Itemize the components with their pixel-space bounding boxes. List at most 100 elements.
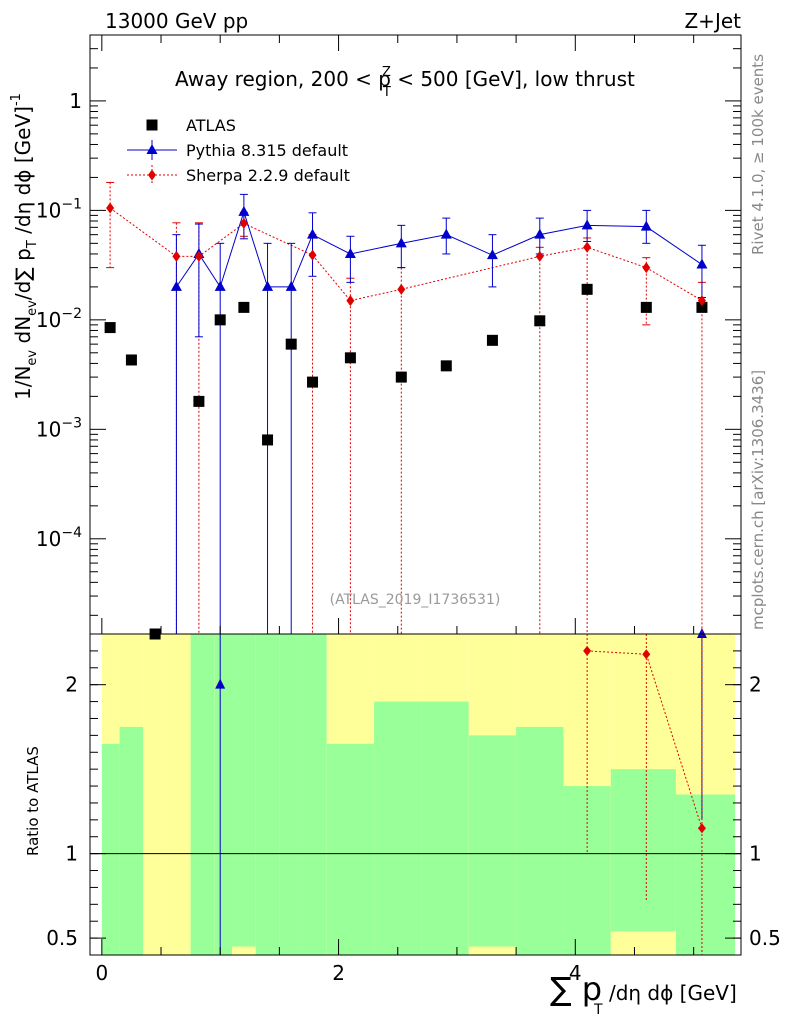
ratio-band-green [374, 701, 422, 955]
x-tick-label: 4 [569, 961, 582, 985]
legend-marker-atlas [146, 119, 158, 131]
atlas-point [534, 315, 546, 327]
ratio-sherpa-point [642, 649, 651, 660]
ratio-band-green [303, 634, 327, 955]
sherpa-point [308, 249, 317, 261]
ratio-band-yellow [119, 634, 144, 753]
ratio-sherpa-line [587, 650, 703, 829]
atlas-point [285, 338, 297, 350]
ratio-frame [89, 633, 742, 956]
ratio-band-green [255, 634, 280, 955]
sherpa-point [642, 262, 651, 274]
ratio-pythia-point [215, 678, 226, 689]
pythia-point [214, 280, 226, 291]
main-y-tick-label: 10−3 [36, 415, 82, 441]
header-left: 13000 GeV pp [105, 9, 248, 33]
ratio-band-green [190, 634, 215, 955]
atlas-point [214, 314, 226, 326]
pythia-point [395, 237, 407, 248]
pythia-point [307, 228, 319, 239]
main-y-tick-label: 10−4 [36, 525, 82, 551]
ratio-y-tick-label: 1 [65, 842, 78, 866]
sherpa-point [106, 202, 115, 214]
ratio-band-green [516, 726, 564, 955]
ratio-band-yellow [143, 634, 167, 955]
pythia-point [170, 280, 182, 291]
pythia-point [640, 220, 652, 231]
ratio-band-green [421, 701, 469, 955]
main-y-tick-label: 10−2 [36, 306, 82, 332]
sherpa-point [583, 241, 592, 253]
ratio-band-green [326, 743, 375, 955]
ratio-sherpa-point [697, 823, 706, 834]
pythia-point [440, 228, 452, 239]
mcplots-label: mcplots.cern.ch [arXiv:1306.3436] [749, 370, 767, 630]
sherpa-point [397, 283, 406, 295]
legend-marker-pythia [146, 144, 158, 154]
sherpa-point [172, 250, 181, 262]
sherpa-point [346, 295, 355, 307]
ratio-pythia-point [696, 628, 707, 638]
ratio-band-green [101, 743, 120, 955]
ratio-y-tick-label-right: 2 [749, 673, 762, 697]
x-tick-label: 2 [332, 961, 345, 985]
legend-label: ATLAS [186, 116, 236, 135]
sherpa-point [194, 250, 203, 262]
x-tick-label: 0 [95, 961, 108, 985]
atlas-point [581, 283, 593, 295]
ratio-band-green [610, 769, 676, 932]
pythia-point [238, 205, 250, 216]
atlas-point [344, 352, 356, 364]
sherpa-point [697, 295, 706, 307]
y-axis-label: 1/Nev dNev/d∑ pT /dη dϕ [GeV]-1 [9, 93, 40, 400]
ratio-band-green [232, 634, 256, 947]
atlas-point [238, 301, 250, 313]
pythia-point [581, 219, 593, 230]
pythia-line [175, 210, 703, 289]
ratio-band-yellow [101, 634, 120, 753]
sherpa-line [109, 207, 703, 302]
pythia-point [486, 249, 498, 260]
pythia-point [262, 280, 274, 291]
ratio-band-green [675, 794, 736, 955]
legend-marker-sherpa [148, 169, 156, 181]
ratio-sherpa-point [583, 645, 592, 656]
pythia-point [285, 280, 297, 291]
atlas-point [486, 334, 498, 346]
atlas-point [193, 395, 205, 407]
pythia-point [534, 228, 546, 239]
atlas-point [262, 434, 274, 446]
axes: 1 10−1 10−2 10−3 10−4 0.5 0.5 1 1 2 2 0 2 4 [36, 34, 781, 985]
ratio-y-tick-label: 2 [65, 673, 78, 697]
atlas-point [125, 354, 137, 366]
sherpa-point [535, 250, 544, 262]
legend: ATLAS Pythia 8.315 default Sherpa 2.2.9 de… [127, 116, 350, 185]
main-y-tick-label: 1 [69, 89, 82, 113]
main-y-tick-label: 10−1 [36, 196, 82, 222]
legend-label: Sherpa 2.2.9 default [186, 166, 350, 185]
legend-label: Pythia 8.315 default [186, 141, 348, 160]
ratio-y-tick-label: 0.5 [46, 926, 78, 950]
atlas-point [640, 301, 652, 313]
ratio-y-axis-label: Ratio to ATLAS [24, 746, 42, 856]
analysis-watermark: (ATLAS_2019_I1736531) [330, 592, 501, 608]
sherpa-point [239, 217, 248, 229]
ratio-band-green [119, 726, 144, 955]
atlas-point [395, 371, 407, 383]
ratio-band-green [279, 634, 304, 955]
ratio-panel [90, 628, 741, 955]
atlas-point [104, 322, 116, 334]
ratio-band-green [214, 634, 233, 955]
ratio-band-green [468, 735, 517, 947]
ratio-band-yellow [166, 634, 191, 955]
pythia-point [696, 258, 708, 269]
atlas-point [696, 301, 708, 313]
atlas-point [307, 376, 319, 388]
pythia-point [344, 247, 356, 258]
main-panel [104, 181, 708, 640]
rivet-label: Rivet 4.1.0, ≥ 100k events [749, 54, 767, 255]
plot-title: Away region, 200 < pZ T < 500 [GeV], low … [175, 65, 635, 100]
atlas-point [440, 360, 452, 372]
